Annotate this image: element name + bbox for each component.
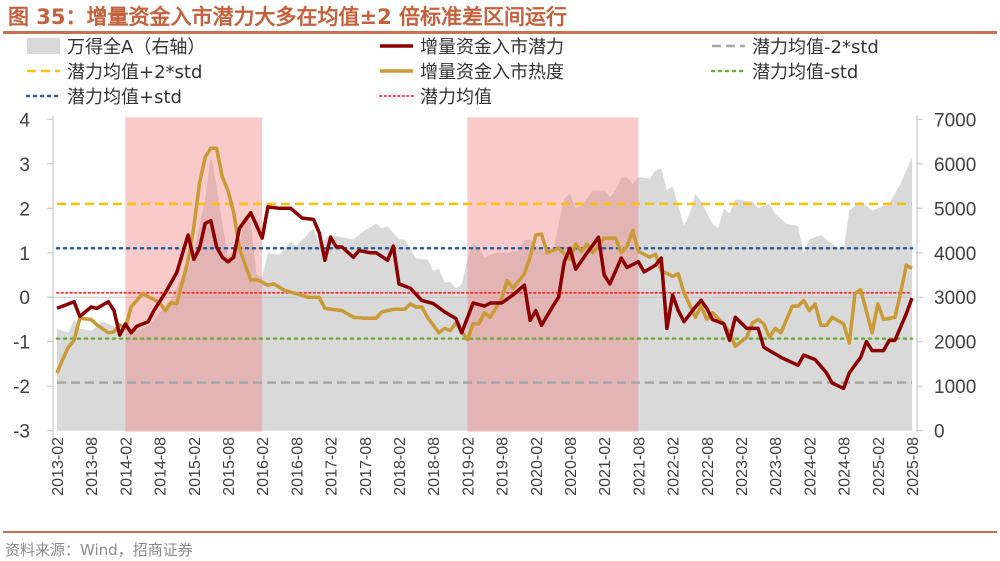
legend-swatch xyxy=(27,38,60,54)
x-tick-label: 2014-02 xyxy=(118,437,135,496)
y-left-tick-label: 1 xyxy=(19,244,30,265)
x-tick-label: 2023-02 xyxy=(734,437,751,496)
chart-title: 图 35：增量资金入市潜力大多在均值±2 倍标准差区间运行 xyxy=(8,5,567,29)
legend-item-index-area: 万得全A（右轴） xyxy=(27,37,205,58)
x-tick-label: 2022-02 xyxy=(666,437,683,496)
y-right-tick-label: 1000 xyxy=(934,377,976,398)
x-tick-label: 2022-08 xyxy=(700,437,717,496)
y-right-tick-label: 7000 xyxy=(934,110,976,131)
legend-label: 增量资金入市潜力 xyxy=(420,37,564,58)
legend-item-plus-2std: 潜力均值+2*std xyxy=(27,62,202,83)
legend-label: 潜力均值-2*std xyxy=(752,37,879,58)
x-tick-label: 2018-08 xyxy=(426,437,443,496)
x-tick-label: 2013-08 xyxy=(84,437,101,496)
x-tick-label: 2017-02 xyxy=(324,437,341,496)
legend-item-heat: 增量资金入市热度 xyxy=(380,62,564,83)
highlight-period-2 xyxy=(467,117,639,432)
y-left-tick-label: 0 xyxy=(19,288,30,309)
x-tick-label: 2017-08 xyxy=(358,437,375,496)
x-tick-label: 2021-02 xyxy=(597,437,614,496)
x-tick-label: 2019-08 xyxy=(495,437,512,496)
y-right-tick-label: 0 xyxy=(934,422,945,443)
x-tick-label: 2018-02 xyxy=(392,437,409,496)
legend-label: 万得全A（右轴） xyxy=(67,37,205,58)
y-right-tick-label: 5000 xyxy=(934,199,976,220)
legend-item-plus-std: 潜力均值+std xyxy=(25,87,182,108)
x-tick-label: 2024-02 xyxy=(802,437,819,496)
x-tick-label: 2013-02 xyxy=(50,437,67,496)
y-left-tick-label: 4 xyxy=(19,110,30,131)
x-tick-label: 2014-08 xyxy=(153,437,170,496)
y-left-tick-label: 3 xyxy=(19,155,30,176)
legend: 万得全A（右轴） 增量资金入市潜力 潜力均值-2*std 潜力均值+2*std 增量资金… xyxy=(25,37,879,108)
y-left-tick-label: -2 xyxy=(13,377,30,398)
legend-item-minus-std: 潜力均值-std xyxy=(710,62,858,83)
y-left-tick-label: -1 xyxy=(13,333,30,354)
highlight-period-1 xyxy=(125,117,263,432)
x-tick-label: 2024-08 xyxy=(837,437,854,496)
y-axis-left: 4 3 2 1 0 -1 -2 -3 xyxy=(13,110,54,443)
x-tick-label: 2020-08 xyxy=(563,437,580,496)
legend-item-potential: 增量资金入市潜力 xyxy=(380,37,564,58)
y-right-tick-label: 2000 xyxy=(934,333,976,354)
x-tick-label: 2019-02 xyxy=(460,437,477,496)
legend-item-minus-2std: 潜力均值-2*std xyxy=(712,37,879,58)
y-right-tick-label: 3000 xyxy=(934,288,976,309)
legend-item-mean: 潜力均值 xyxy=(379,87,492,108)
source-note: 资料来源：Wind，招商证券 xyxy=(5,541,193,559)
x-axis: 2013-02 2013-08 2014-02 2014-08 2015-02 2015-… xyxy=(50,437,922,496)
y-left-tick-label: 2 xyxy=(19,199,30,220)
legend-label: 增量资金入市热度 xyxy=(420,62,564,83)
x-tick-label: 2025-08 xyxy=(905,437,922,496)
legend-label: 潜力均值+std xyxy=(67,87,182,108)
title-rule xyxy=(3,31,997,34)
footer-rule xyxy=(3,531,997,533)
x-tick-label: 2021-08 xyxy=(631,437,648,496)
potential-series-line xyxy=(56,205,914,391)
legend-label: 潜力均值-std xyxy=(752,62,858,83)
x-tick-label: 2016-02 xyxy=(255,437,272,496)
x-tick-label: 2023-08 xyxy=(768,437,785,496)
y-axis-right: 7000 6000 5000 4000 3000 2000 1000 0 xyxy=(916,110,976,443)
y-right-tick-label: 4000 xyxy=(934,244,976,265)
y-left-tick-label: -3 xyxy=(13,422,30,443)
x-tick-label: 2015-02 xyxy=(187,437,204,496)
x-tick-label: 2015-08 xyxy=(221,437,238,496)
y-right-tick-label: 6000 xyxy=(934,155,976,176)
x-tick-label: 2025-02 xyxy=(871,437,888,496)
legend-label: 潜力均值 xyxy=(420,87,492,108)
x-tick-label: 2016-08 xyxy=(289,437,306,496)
heat-series-line xyxy=(55,146,913,374)
x-tick-label: 2020-02 xyxy=(529,437,546,496)
legend-label: 潜力均值+2*std xyxy=(67,62,202,83)
plot-area xyxy=(47,117,914,432)
